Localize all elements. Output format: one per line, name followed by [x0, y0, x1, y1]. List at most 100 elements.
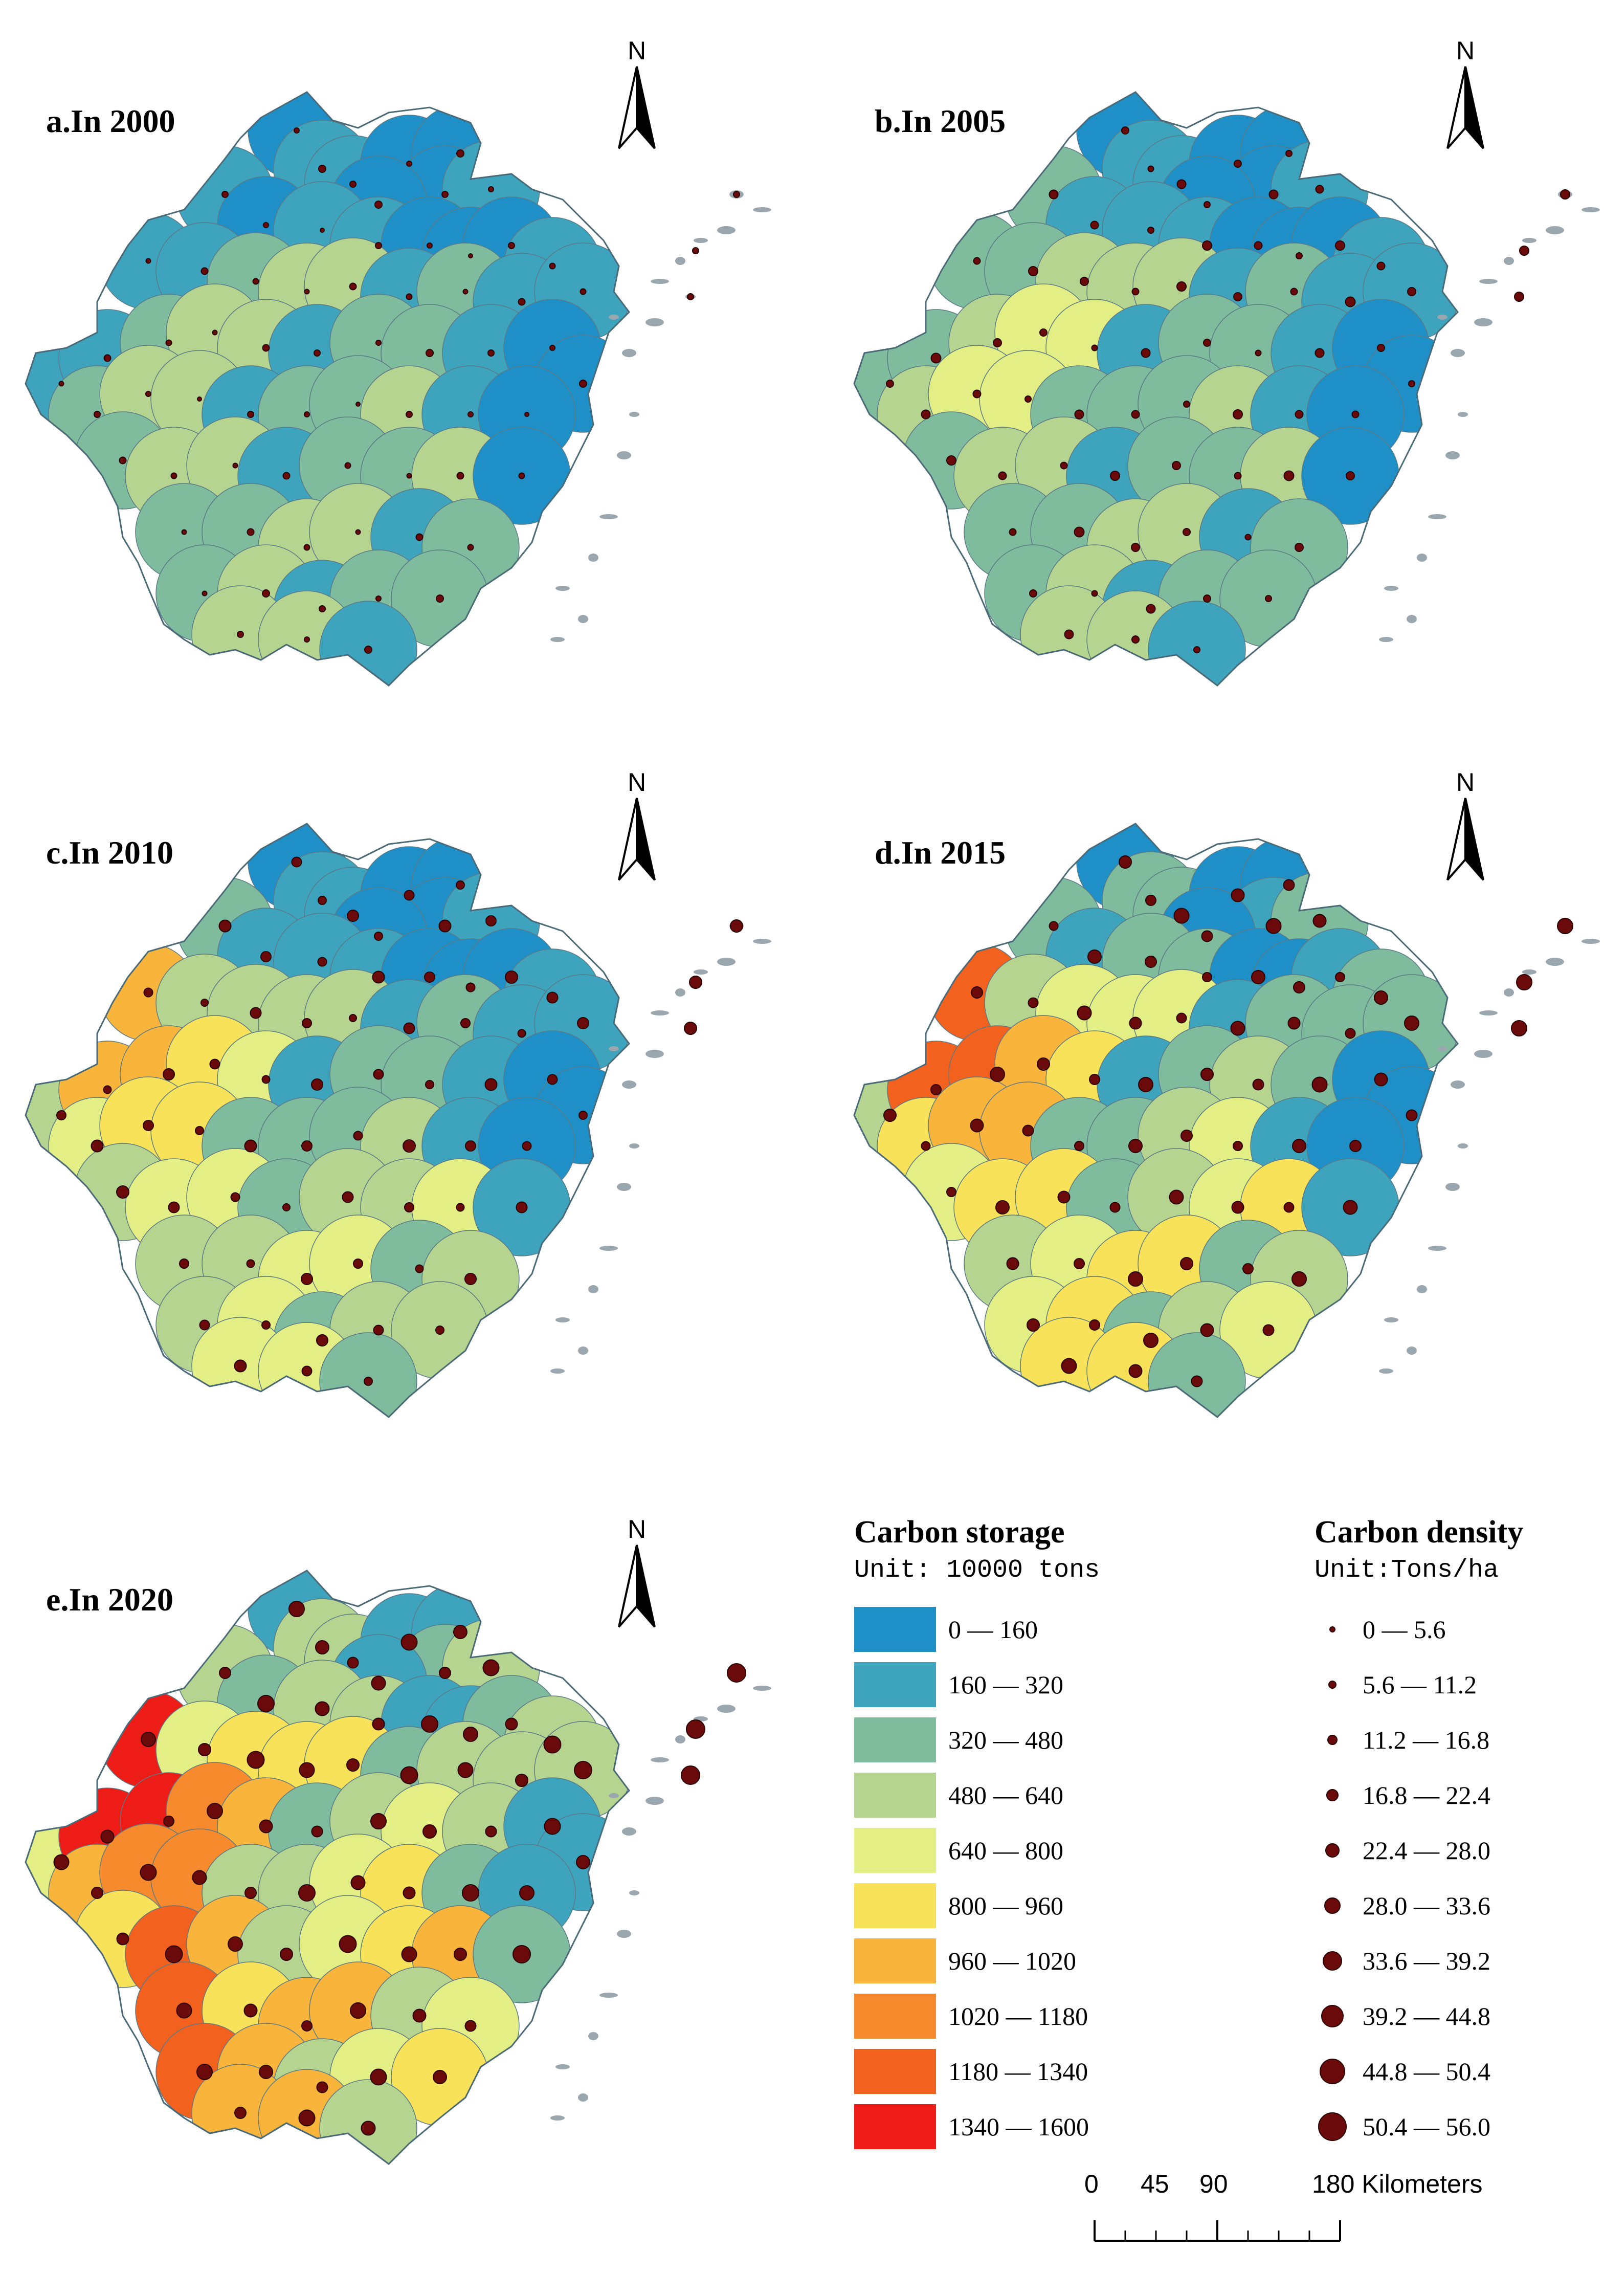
density-dot [998, 471, 1007, 480]
island [1522, 969, 1536, 975]
density-dot [1292, 1139, 1306, 1153]
density-dot [1252, 1078, 1264, 1091]
density-dot [1049, 189, 1059, 200]
density-dot [971, 986, 983, 999]
density-dot [1295, 543, 1304, 552]
scale-label: 180 Kilometers [1312, 2170, 1483, 2198]
density-dot [921, 1141, 931, 1151]
density-dot [163, 1816, 174, 1827]
density-dot [1233, 409, 1243, 420]
density-dot [424, 972, 435, 983]
density-dot [1131, 288, 1140, 296]
density-dot [403, 1022, 415, 1034]
density-dot [247, 528, 255, 536]
density-dot [1091, 590, 1098, 597]
density-dot [262, 344, 270, 352]
density-dot [1200, 1323, 1214, 1337]
density-dot [355, 529, 361, 535]
density-dot [1074, 409, 1084, 420]
north-arrow-icon [618, 1544, 656, 1628]
island [1379, 637, 1393, 642]
density-dot [516, 1201, 528, 1213]
density-dot [353, 1259, 363, 1269]
density-dot [349, 282, 357, 291]
density-dot [350, 1875, 366, 1890]
density-dot-icon [1325, 1843, 1340, 1858]
density-dot [406, 161, 412, 167]
density-dot [1006, 1257, 1019, 1270]
island [1504, 988, 1514, 997]
density-dot [244, 1139, 257, 1153]
density-dot [1143, 1333, 1159, 1348]
density-dot [488, 186, 494, 192]
density-dot [727, 1663, 746, 1683]
density-dot [1519, 246, 1529, 256]
density-dot [116, 1185, 129, 1199]
island [645, 318, 664, 326]
density-dot [1262, 1324, 1275, 1336]
density-dot [518, 298, 526, 306]
island [599, 1246, 618, 1251]
island [1437, 315, 1447, 320]
island [588, 554, 598, 562]
density-dot [1183, 401, 1190, 408]
map-2005 [853, 91, 1600, 687]
province-outline [25, 91, 630, 687]
density-dot [221, 191, 229, 198]
density-dot [1039, 328, 1048, 337]
density-dot [1234, 472, 1242, 480]
density-dot [518, 472, 525, 479]
density-dot-icon [1329, 1626, 1335, 1632]
density-dot [1145, 956, 1157, 968]
density-dot [1028, 997, 1039, 1008]
legend-title: Carbon density [1315, 1515, 1524, 1550]
density-dot [209, 1058, 220, 1070]
density-dot [1074, 1258, 1085, 1269]
density-dot [298, 1884, 316, 1902]
island [651, 1010, 669, 1015]
density-dot [412, 2008, 427, 2023]
density-dot [1255, 349, 1262, 357]
legend-swatch [854, 1883, 936, 1928]
density-dot [288, 1601, 305, 1617]
density-dot [1346, 471, 1355, 480]
density-dot [1244, 534, 1252, 541]
legend-item: 960 — 1020 [854, 1938, 1076, 1984]
density-dot [261, 1320, 271, 1330]
north-label: N [1456, 768, 1475, 797]
density-dot [230, 1192, 240, 1202]
density-dot [103, 354, 112, 362]
legend-item: 50.4 — 56.0 [1315, 2104, 1490, 2150]
legend-swatch [854, 1828, 936, 1873]
density-dot [1176, 1012, 1187, 1024]
density-dot [549, 262, 556, 270]
density-dot [176, 2002, 192, 2019]
density-dot [252, 278, 259, 285]
density-dot [579, 380, 587, 388]
island [1451, 1080, 1465, 1089]
scale-label: 45 [1141, 2170, 1169, 2198]
island [629, 1890, 639, 1895]
density-dot [282, 1203, 291, 1211]
island [1546, 958, 1564, 966]
density-dot [257, 1695, 275, 1712]
density-dot [463, 1727, 478, 1742]
density-dot [549, 345, 555, 351]
density-dot [243, 2003, 258, 2018]
density-dot [315, 1701, 330, 1716]
density-dot [406, 473, 412, 479]
density-dot [441, 191, 449, 198]
density-dot [259, 1819, 273, 1834]
density-dot [192, 1870, 207, 1885]
density-dot [1109, 1202, 1121, 1213]
density-dot [260, 951, 272, 962]
island [645, 1797, 664, 1805]
density-dot [946, 1187, 956, 1197]
density-dot [1173, 908, 1190, 924]
density-dot [1060, 461, 1068, 470]
density-dot [456, 1203, 465, 1212]
north-label: N [1456, 36, 1475, 65]
density-dot [930, 1084, 942, 1095]
island [578, 1346, 588, 1355]
density-dot [1191, 1375, 1203, 1387]
